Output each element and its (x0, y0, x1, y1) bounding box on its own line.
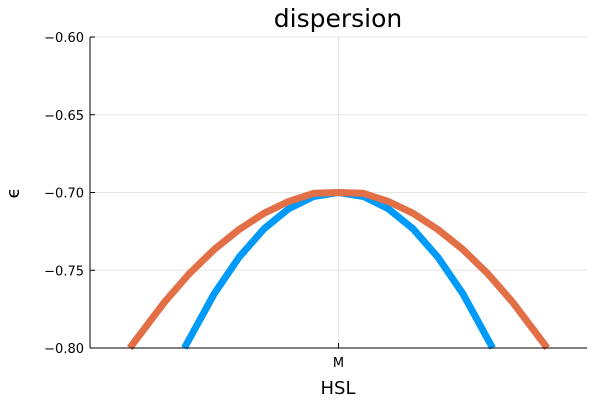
x-tick-label: M (333, 356, 344, 371)
x-ticks: M (333, 343, 344, 371)
y-tick-label: −0.70 (44, 187, 84, 202)
y-tick-label: −0.75 (44, 264, 84, 279)
x-axis-label: HSL (321, 378, 356, 399)
y-tick-label: −0.65 (44, 109, 84, 124)
series-lines (127, 189, 550, 351)
series-line-2 (127, 189, 550, 351)
y-tick-label: −0.60 (44, 31, 84, 46)
y-ticks: −0.80 −0.75 −0.70 −0.65 −0.60 (44, 31, 95, 357)
y-axis-label: ϵ (3, 187, 24, 198)
y-tick-label: −0.80 (44, 342, 84, 357)
chart-title: dispersion (274, 4, 402, 33)
